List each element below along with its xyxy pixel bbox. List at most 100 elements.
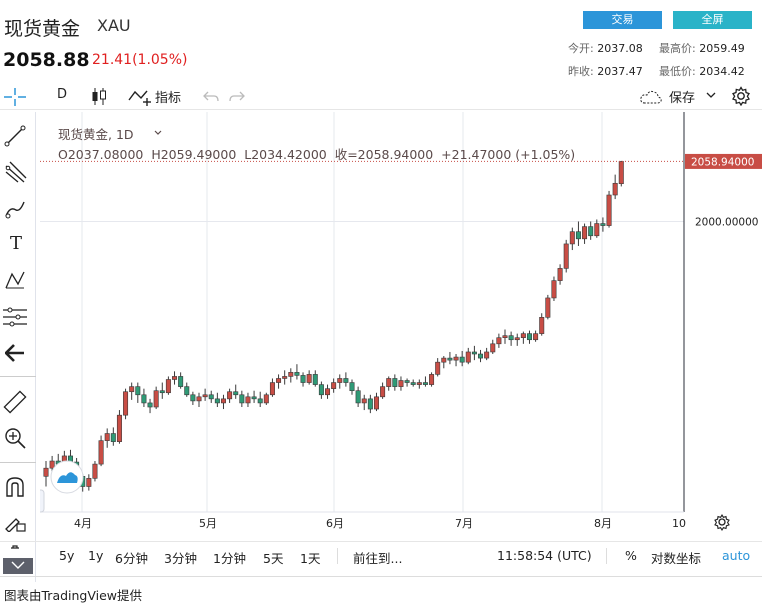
crosshair-icon[interactable] — [4, 88, 26, 106]
candle — [295, 364, 299, 379]
zoom-in-icon[interactable] — [3, 426, 27, 450]
candle — [191, 392, 195, 405]
stat-open-value: 2037.08 — [597, 42, 643, 55]
candle-body-down — [350, 383, 354, 391]
range-5y[interactable]: 5y — [59, 548, 74, 563]
legend-chevron-icon[interactable] — [155, 131, 161, 134]
scroll-left-handle[interactable] — [40, 490, 44, 512]
candle-body-up — [362, 399, 366, 403]
range-1y[interactable]: 1y — [88, 548, 103, 563]
range-divider — [337, 548, 338, 564]
candle-body-up — [417, 383, 421, 385]
candle — [460, 351, 464, 366]
candle — [521, 332, 525, 344]
candle — [540, 313, 544, 335]
stat-low: 最低价: 2034.42 — [659, 63, 745, 79]
candle-body-down — [111, 434, 115, 442]
candle-body-down — [448, 358, 452, 360]
candle-body-up — [380, 387, 384, 397]
range-5d[interactable]: 5天 — [263, 548, 283, 567]
candle — [423, 376, 427, 386]
pitchfork-icon[interactable] — [4, 160, 28, 184]
candle — [564, 240, 568, 273]
candle — [515, 334, 519, 346]
text-tool-icon[interactable]: T — [4, 232, 28, 256]
candle-body-down — [368, 399, 372, 409]
save-button[interactable]: 保存 — [669, 87, 695, 106]
tradingview-logo[interactable] — [51, 461, 83, 493]
candle — [619, 161, 623, 187]
time-tick-label: 10 — [672, 517, 686, 530]
auto-scale-toggle[interactable]: auto — [722, 548, 750, 563]
trend-line-icon[interactable] — [4, 124, 26, 148]
log-scale-toggle[interactable]: 对数坐标 — [651, 548, 701, 567]
candle-body-down — [160, 391, 164, 393]
axis-settings-gear-icon[interactable] — [715, 515, 729, 530]
candle-body-up — [387, 378, 391, 386]
settings-gear-icon[interactable] — [731, 86, 751, 106]
chevron-down-icon[interactable] — [706, 92, 716, 100]
stat-prev-value: 2037.47 — [597, 65, 643, 78]
candle-body-down — [215, 399, 219, 403]
candle — [313, 370, 317, 386]
range-3min[interactable]: 3分钟 — [164, 548, 197, 567]
percent-scale-toggle[interactable]: % — [625, 548, 637, 563]
candle-body-down — [234, 392, 238, 395]
pattern-icon[interactable] — [4, 268, 28, 292]
undo-icon[interactable] — [203, 90, 219, 102]
candle-body-down — [142, 395, 146, 403]
time-tick-label: 8月 — [594, 517, 612, 530]
candle — [442, 356, 446, 368]
candle-body-up — [338, 378, 342, 382]
candle-body-up — [607, 195, 611, 226]
candle — [387, 376, 391, 390]
candle — [209, 391, 213, 403]
candle-body-up — [270, 383, 274, 395]
candle — [307, 370, 311, 384]
candle — [166, 376, 170, 394]
toolbar-divider — [0, 462, 36, 463]
magnet-icon[interactable] — [4, 476, 26, 498]
lock-drawing-icon[interactable] — [3, 510, 27, 532]
trade-button[interactable]: 交易 — [583, 11, 662, 29]
candle-body-up — [564, 244, 568, 268]
arrow-left-icon[interactable] — [5, 344, 25, 362]
range-6min[interactable]: 6分钟 — [115, 548, 148, 567]
range-1d[interactable]: 1天 — [300, 548, 320, 567]
fullscreen-button[interactable]: 全屏 — [673, 11, 752, 29]
candle — [215, 393, 219, 407]
candle — [484, 348, 488, 360]
candle — [44, 461, 48, 486]
candle-body-up — [552, 281, 556, 298]
interval-selector[interactable]: D — [57, 87, 67, 102]
candle — [142, 389, 146, 407]
candle — [160, 383, 164, 399]
cloud-icon[interactable] — [639, 89, 663, 105]
tradingview-credit[interactable]: 图表由TradingView提供 — [4, 585, 142, 604]
ruler-icon[interactable] — [3, 390, 27, 414]
candle-body-up — [429, 374, 433, 384]
candle — [276, 374, 280, 388]
indicators-button[interactable]: 指标 — [155, 87, 181, 106]
candle — [99, 436, 103, 467]
candle-body-up — [484, 352, 488, 358]
prediction-icon[interactable] — [2, 306, 28, 328]
candle-body-down — [356, 391, 360, 403]
candle-body-down — [472, 352, 476, 354]
range-1min[interactable]: 1分钟 — [213, 548, 246, 567]
candle-body-down — [252, 397, 256, 399]
candle — [185, 383, 189, 397]
goto-date-button[interactable]: 前往到... — [353, 548, 402, 567]
candlestick-chart[interactable]: 2058.94000 2000.00000 4月 5月 6月 7月 8月 10 现货黄金,… — [40, 112, 762, 542]
candle — [338, 374, 342, 388]
indicators-icon[interactable] — [128, 88, 152, 106]
candle-body-down — [301, 375, 305, 382]
legend-title[interactable]: 现货黄金, 1D — [58, 127, 134, 142]
redo-icon[interactable] — [229, 90, 245, 102]
candle — [129, 383, 133, 400]
candle — [197, 393, 201, 407]
candle-body-down — [411, 383, 415, 385]
clock-timezone[interactable]: 11:58:54 (UTC) — [497, 548, 592, 563]
brush-icon[interactable] — [4, 198, 28, 220]
candlestick-type-icon[interactable] — [91, 87, 107, 106]
